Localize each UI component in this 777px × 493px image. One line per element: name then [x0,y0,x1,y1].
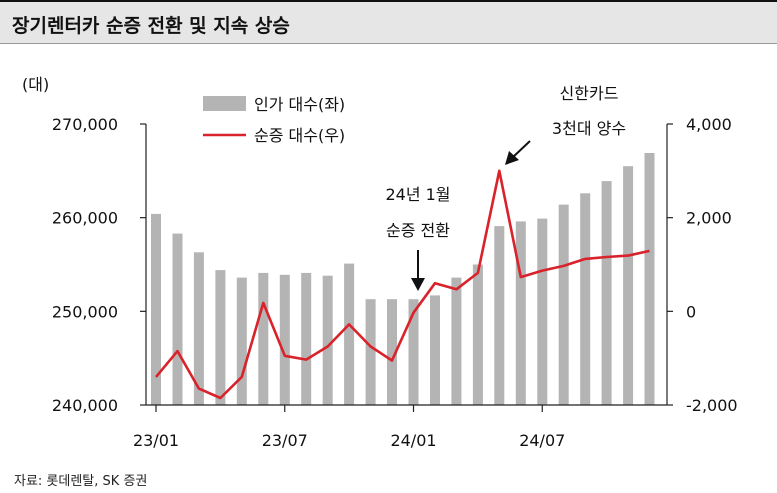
bar [623,166,634,405]
bar [193,252,204,405]
bar [387,299,397,405]
annotation-2-arrow-head [505,151,519,165]
bar [279,274,290,405]
left-tick-label: 250,000 [52,302,118,321]
bar [258,272,269,405]
axes-group [145,124,668,406]
bar [472,264,483,405]
x-tick-label: 24/07 [519,431,565,450]
x-tick-label: 24/01 [390,431,436,450]
title-bar: 장기렌터카 순증 전환 및 지속 상승 [0,0,777,44]
bar [515,221,526,405]
bar [322,275,333,405]
legend-bar-label: 인가 대수(좌) [254,95,345,114]
left-tick-label: 260,000 [52,209,118,228]
bar [494,226,505,405]
ticks-group: 270,000 260,000 250,000 240,000 4,000 2,000 0 -… [52,115,738,450]
left-tick-label: 240,000 [52,396,118,415]
x-tick-label: 23/07 [262,431,308,450]
bars-group [151,153,655,405]
bar [537,218,548,405]
annotation-2-arrow-shaft [511,140,531,159]
annotation-2-line-2: 3천대 양수 [552,119,626,138]
right-tick-label: 4,000 [686,115,732,134]
bar [644,153,655,405]
bar [580,193,591,405]
unit-label: (대) [22,75,49,94]
x-tick-label: 23/01 [133,431,179,450]
right-tick-label: 0 [686,302,696,321]
net-increase-line [155,169,650,400]
bar [151,213,161,405]
right-tick-label: -2,000 [686,396,738,415]
left-tick-label: 270,000 [52,115,118,134]
bar [601,181,612,405]
bar [172,233,183,405]
legend-bar-swatch [203,96,246,111]
right-tick-label: 2,000 [686,209,732,228]
annotation-1-line-1: 24년 1월 [385,185,450,204]
bar [365,299,376,405]
annotation-1-line-2: 순증 전환 [386,221,450,240]
bar [558,204,569,405]
bar [408,299,419,405]
annotation-1-arrow-head [411,278,425,291]
bar [236,277,247,405]
bar [215,270,226,405]
legend-line-label: 순증 대수(우) [254,126,345,145]
annotation-2-line-1: 신한카드 [560,84,619,103]
chart-title: 장기렌터카 순증 전환 및 지속 상승 [12,15,290,37]
bar [430,295,440,405]
source-note: 자료: 롯데렌탈, SK 증권 [14,474,148,489]
bar [344,263,355,405]
bar [451,277,462,405]
bar [301,272,312,405]
